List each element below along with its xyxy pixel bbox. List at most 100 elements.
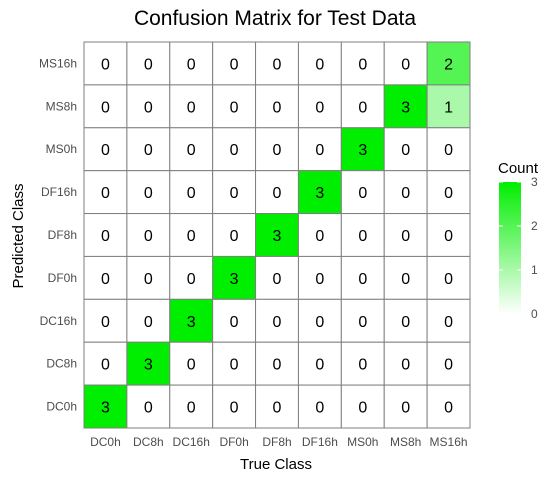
cell-value-label: 3 xyxy=(401,99,410,116)
heatmap-cell xyxy=(83,298,128,343)
cell-value-label: 0 xyxy=(187,185,196,202)
cell-value-label: 0 xyxy=(230,185,239,202)
y-tick-label: DC16h xyxy=(40,314,77,328)
heatmap-cell xyxy=(83,41,128,86)
heatmap-cell xyxy=(169,384,214,429)
cell-value-label: 0 xyxy=(358,314,367,331)
cell-value-label: 0 xyxy=(358,56,367,73)
heatmap-cell xyxy=(169,127,214,172)
heatmap-cells xyxy=(83,41,471,429)
heatmap-cell xyxy=(255,255,299,300)
legend-tick-label: 1 xyxy=(531,263,538,277)
cell-value-label: 0 xyxy=(187,99,196,116)
cell-value-label: 0 xyxy=(101,228,110,245)
heatmap-cell xyxy=(126,127,171,172)
cell-value-label: 0 xyxy=(101,314,110,331)
cell-value-label: 1 xyxy=(444,99,453,116)
heatmap-cell xyxy=(255,84,299,129)
y-tick-label: MS8h xyxy=(46,99,77,113)
heatmap-cell xyxy=(426,255,471,300)
heatmap-cell xyxy=(169,341,214,386)
heatmap-cell xyxy=(426,213,471,257)
x-axis-tick-labels: DC0h DC8h DC16h DF0h DF8h DF16h MS0h MS8h MS16h xyxy=(90,435,467,449)
x-tick-label: DF0h xyxy=(219,435,248,449)
x-tick-label: DC16h xyxy=(173,435,210,449)
cell-value-label: 0 xyxy=(401,314,410,331)
cell-value-label: 0 xyxy=(144,314,153,331)
cell-value-label: 0 xyxy=(230,400,239,417)
heatmap-cell xyxy=(426,84,471,129)
cell-value-label: 0 xyxy=(144,99,153,116)
heatmap-cell xyxy=(212,213,257,257)
legend-tick-labels: 0 1 2 3 xyxy=(499,175,538,321)
heatmap-cell xyxy=(212,255,257,300)
heatmap-cell xyxy=(126,298,171,343)
cell-value-label: 0 xyxy=(444,400,453,417)
legend-color-bar xyxy=(499,182,521,314)
cell-value-label: 0 xyxy=(144,228,153,245)
cell-value-label: 0 xyxy=(101,185,110,202)
cell-value-label: 0 xyxy=(315,314,324,331)
cell-value-label: 0 xyxy=(187,271,196,288)
cell-value-label: 3 xyxy=(101,400,110,417)
heatmap-cell xyxy=(83,384,128,429)
heatmap-cell xyxy=(297,255,342,300)
cell-value-label: 0 xyxy=(101,99,110,116)
cell-value-label: 0 xyxy=(315,228,324,245)
y-tick-label: MS16h xyxy=(39,56,77,70)
cell-value-label: 0 xyxy=(273,314,282,331)
x-tick-label: MS16h xyxy=(430,435,468,449)
y-tick-label: DF0h xyxy=(48,271,77,285)
cell-value-label: 0 xyxy=(401,228,410,245)
heatmap-cell xyxy=(126,255,171,300)
cell-value-label: 0 xyxy=(187,56,196,73)
legend-tick-label: 2 xyxy=(531,219,538,233)
heatmap-cell xyxy=(297,41,342,86)
cell-value-label: 0 xyxy=(144,185,153,202)
cell-value-label: 0 xyxy=(230,142,239,159)
x-axis-title: True Class xyxy=(240,456,312,473)
cell-value-label: 0 xyxy=(315,56,324,73)
cell-value-label: 0 xyxy=(230,56,239,73)
y-tick-label: MS0h xyxy=(46,142,77,156)
cell-value-label: 3 xyxy=(230,271,239,288)
cell-value-label: 0 xyxy=(187,357,196,374)
heatmap-cell xyxy=(340,84,385,129)
heatmap-cell xyxy=(126,41,171,86)
cell-value-label: 0 xyxy=(273,56,282,73)
cell-value-label: 0 xyxy=(401,400,410,417)
cell-value-label: 0 xyxy=(230,99,239,116)
cell-value-label: 3 xyxy=(144,357,153,374)
y-axis-title: Predicted Class xyxy=(10,183,27,288)
cell-value-label: 0 xyxy=(230,357,239,374)
cell-value-label: 0 xyxy=(444,185,453,202)
x-tick-label: DF8h xyxy=(262,435,291,449)
cell-value-label: 0 xyxy=(273,400,282,417)
cell-value-label: 0 xyxy=(401,271,410,288)
cell-value-label: 0 xyxy=(315,357,324,374)
heatmap-cell xyxy=(126,170,171,215)
heatmap-cell xyxy=(340,298,385,343)
heatmap-cell xyxy=(340,213,385,257)
heatmap-cell xyxy=(255,384,299,429)
cell-value-label: 0 xyxy=(401,357,410,374)
x-tick-label: DC0h xyxy=(90,435,121,449)
heatmap-cell xyxy=(83,255,128,300)
heatmap-cell xyxy=(83,341,128,386)
cell-value-label: 0 xyxy=(401,56,410,73)
heatmap-cell xyxy=(426,341,471,386)
cell-value-label: 0 xyxy=(444,271,453,288)
cell-value-label: 0 xyxy=(273,357,282,374)
cell-value-label: 0 xyxy=(144,142,153,159)
cell-value-label: 0 xyxy=(187,400,196,417)
heatmap-cell xyxy=(83,170,128,215)
heatmap-cell-labels: 0 0 0 0 0 0 0 0 2 0 0 0 0 0 0 0 3 1 0 0 0 0 0 0 3 0 0 0 0 0 0 0 3 0 0 0 0 0 0 0… xyxy=(101,56,453,416)
y-tick-label: DF8h xyxy=(48,228,77,242)
cell-value-label: 0 xyxy=(358,99,367,116)
cell-value-label: 3 xyxy=(315,185,324,202)
heatmap-cell xyxy=(255,127,299,172)
cell-value-label: 0 xyxy=(101,357,110,374)
cell-value-label: 3 xyxy=(358,142,367,159)
heatmap-cell xyxy=(83,84,128,129)
cell-value-label: 0 xyxy=(101,142,110,159)
